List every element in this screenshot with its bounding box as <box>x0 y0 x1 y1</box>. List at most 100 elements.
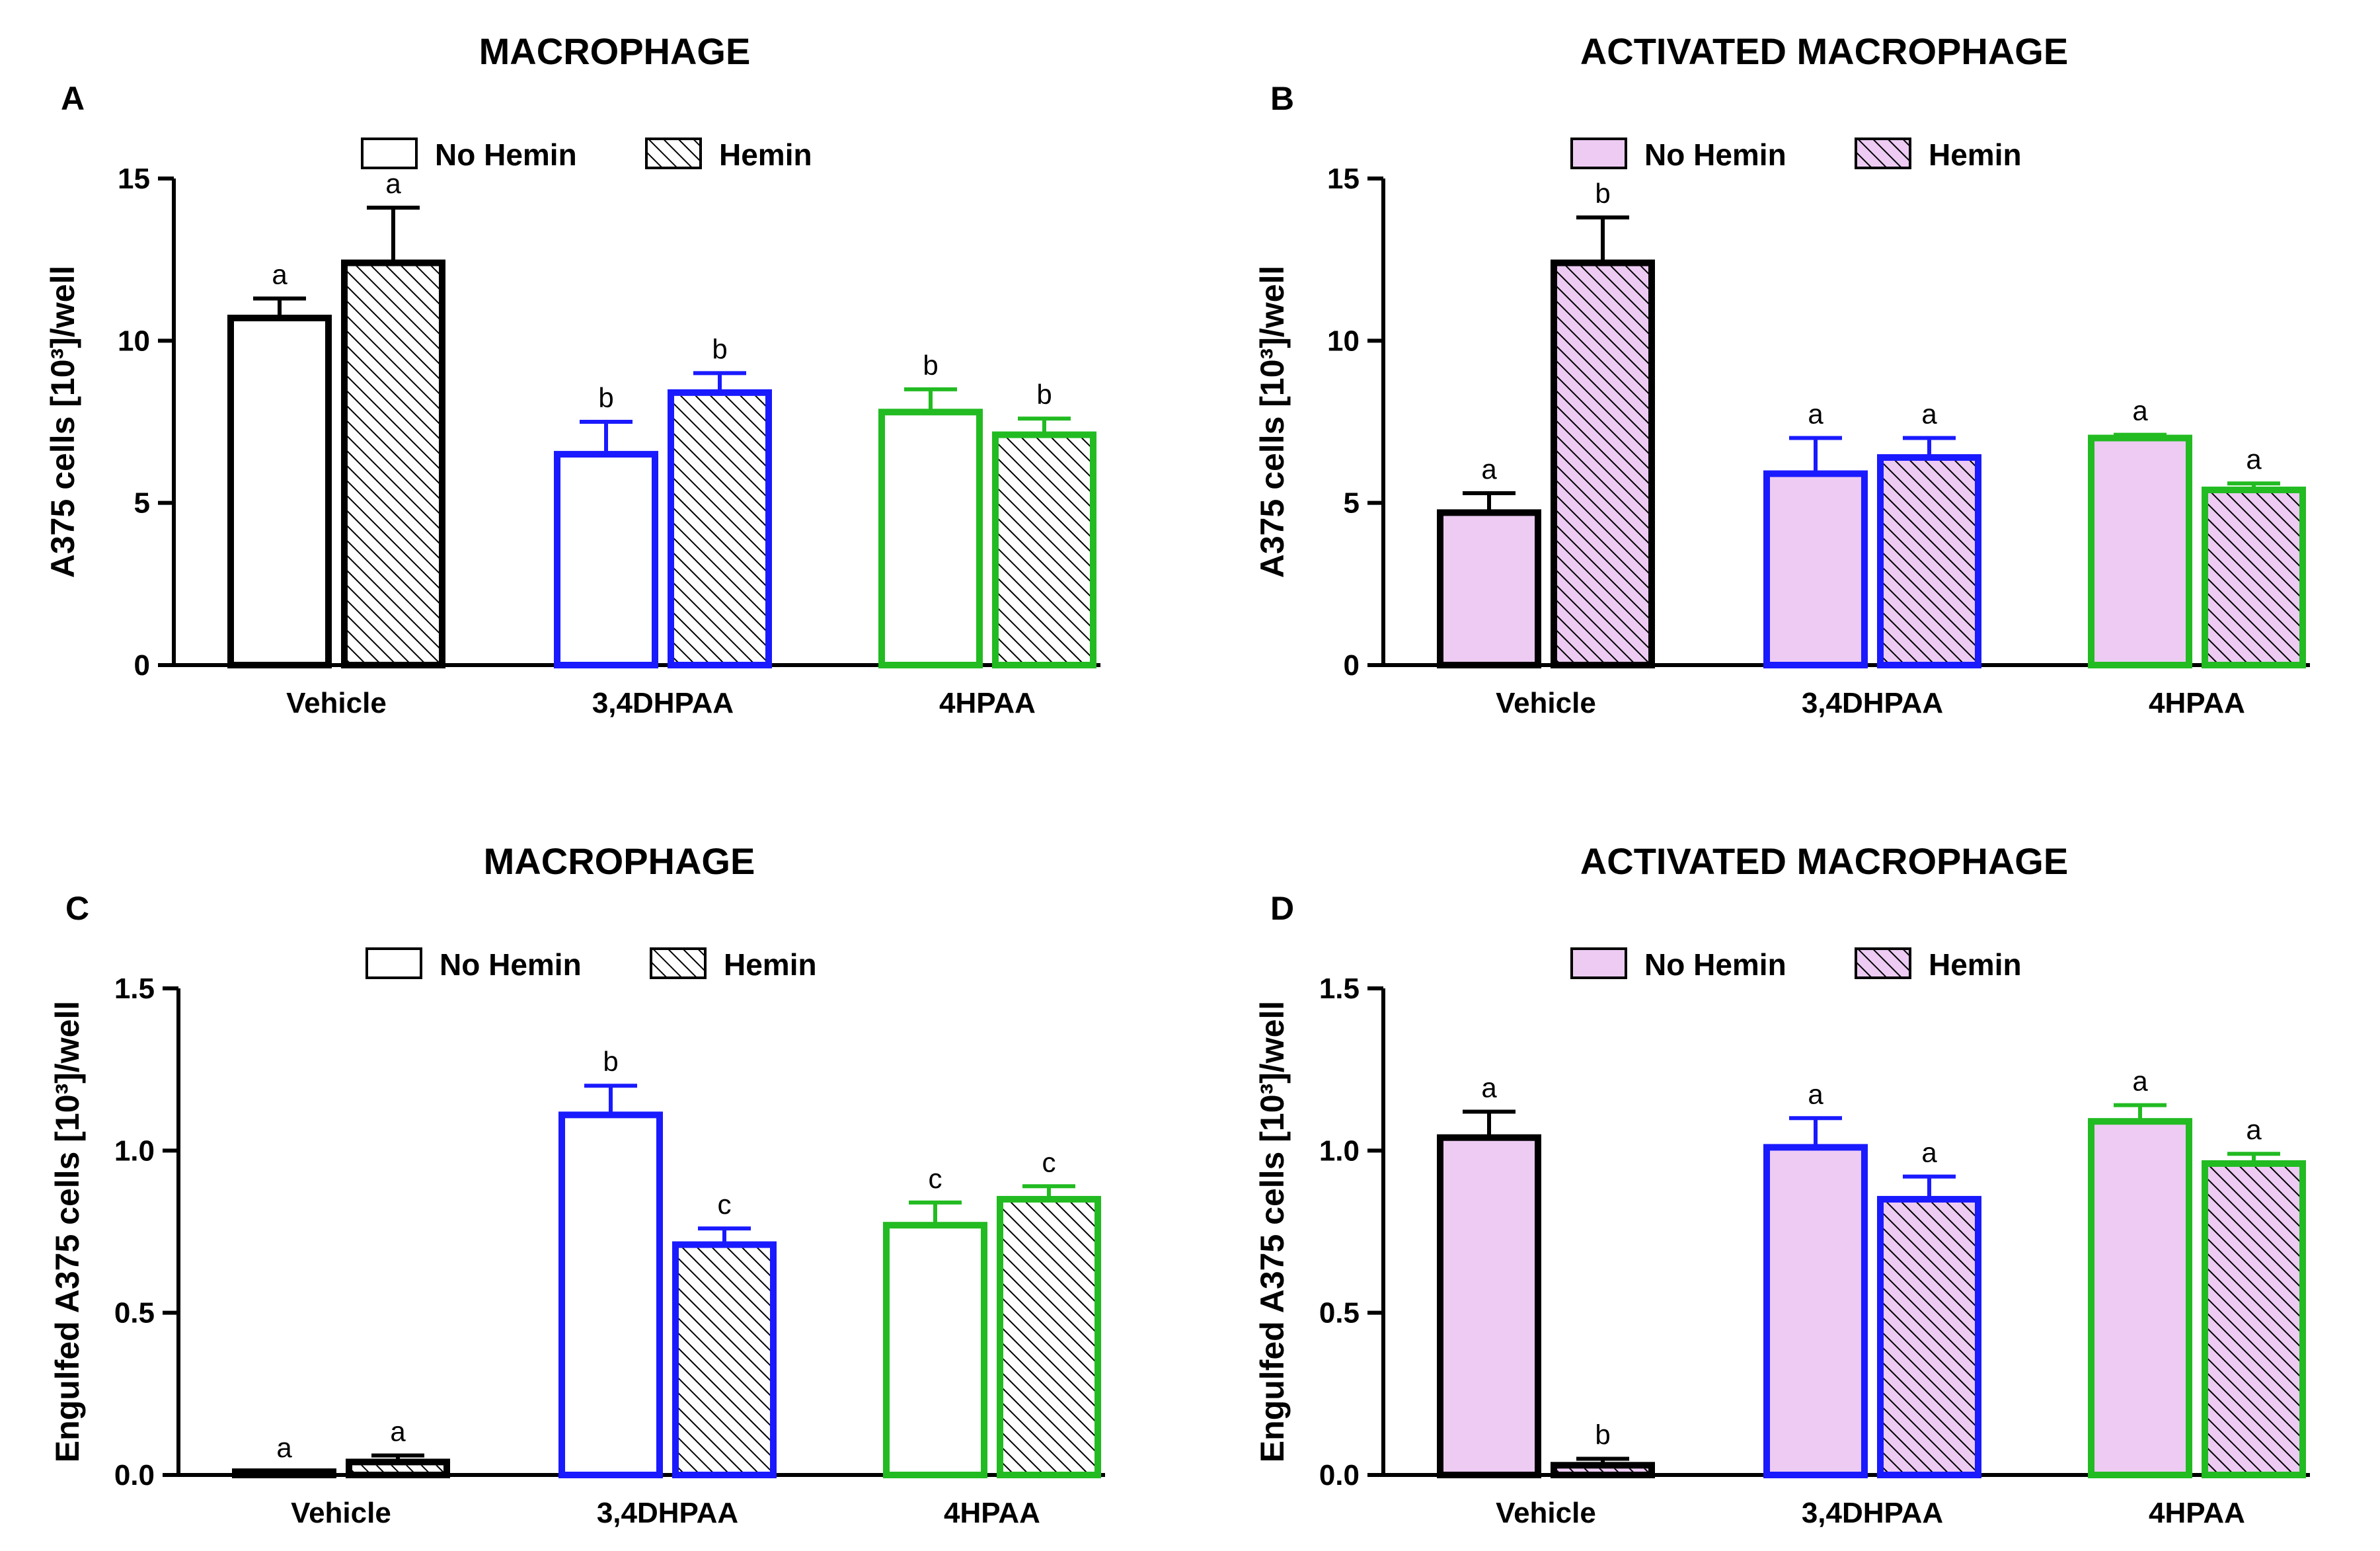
bar-hatch <box>348 266 439 662</box>
bar-no-hemin <box>554 451 658 668</box>
legend-label: Hemin <box>1929 947 2022 982</box>
bar-no-hemin <box>227 314 332 668</box>
panel-title: MACROPHAGE <box>484 840 755 882</box>
panel-letter: A <box>61 80 85 117</box>
legend-swatch <box>1570 138 1627 169</box>
y-tick-label: 0.0 <box>114 1459 155 1491</box>
category-label: 4HPAA <box>944 1497 1040 1529</box>
category-label: Vehicle <box>1496 687 1596 719</box>
y-tick-label: 15 <box>1327 163 1360 195</box>
y-tick-label: 0.5 <box>114 1297 155 1330</box>
legend-label: Hemin <box>719 138 812 172</box>
bar-hatch <box>2208 1166 2299 1472</box>
legend-label: No Hemin <box>1644 138 1786 172</box>
bar-no-hemin <box>558 1111 663 1478</box>
y-axis-label: A375 cells [10³]/well <box>44 266 81 578</box>
legend-label: No Hemin <box>1644 947 1786 982</box>
significance-label: b <box>1595 178 1610 209</box>
significance-label: b <box>1036 379 1052 410</box>
category-label: 3,4DHPAA <box>1802 687 1943 719</box>
category-label: Vehicle <box>291 1497 391 1529</box>
bar-no-hemin <box>878 409 983 669</box>
significance-label: b <box>923 350 938 381</box>
significance-label: c <box>718 1189 732 1220</box>
significance-label: a <box>1921 1137 1937 1168</box>
category-label: 4HPAA <box>939 687 1036 719</box>
bar-hatch <box>679 1248 770 1472</box>
legend-label: No Hemin <box>435 138 577 172</box>
bar-no-hemin <box>1437 1134 1541 1478</box>
y-tick-label: 1.5 <box>1319 973 1360 1005</box>
y-tick-label: 5 <box>134 487 150 520</box>
y-axis-label: Engulfed A375 cells [10³]/well <box>1254 1001 1291 1462</box>
significance-label: b <box>712 333 727 364</box>
panel-title: ACTIVATED MACROPHAGE <box>1580 30 2068 72</box>
bar-hatch <box>1003 1202 1094 1472</box>
y-tick-label: 1.0 <box>114 1134 155 1167</box>
legend-swatch <box>361 138 418 169</box>
significance-label: a <box>1808 399 1823 430</box>
legend-swatch <box>1570 947 1627 979</box>
y-tick-label: 0.5 <box>1319 1297 1360 1330</box>
bar-no-hemin <box>2088 1118 2192 1478</box>
bar-hatch <box>1557 1468 1648 1472</box>
panel-letter: C <box>65 890 89 927</box>
significance-label: a <box>1481 454 1497 485</box>
significance-label: b <box>1595 1419 1610 1450</box>
bar-no-hemin <box>1763 1144 1868 1478</box>
category-label: 3,4DHPAA <box>597 1497 738 1529</box>
legend-swatch-hatch <box>650 947 707 979</box>
significance-label: b <box>603 1046 618 1077</box>
category-label: 3,4DHPAA <box>1802 1497 1943 1529</box>
category-label: 4HPAA <box>2149 1497 2245 1529</box>
bar-hatch <box>352 1465 443 1472</box>
significance-label: a <box>2246 1114 2262 1145</box>
y-tick-label: 15 <box>118 163 150 195</box>
y-tick-label: 1.5 <box>114 973 155 1005</box>
bar-no-hemin <box>2088 434 2192 668</box>
panel-b: ACTIVATED MACROPHAGE B A375 cells [10³]/we… <box>1254 30 2310 719</box>
legend-label: Hemin <box>724 947 817 982</box>
significance-label: a <box>2246 444 2262 475</box>
y-tick-label: 0 <box>1344 649 1360 682</box>
legend-swatch <box>365 947 422 979</box>
y-axis-label: Engulfed A375 cells [10³]/well <box>49 1001 86 1462</box>
bar-hatch <box>1557 266 1648 662</box>
significance-label: a <box>1921 399 1937 430</box>
panel-d: ACTIVATED MACROPHAGE D Engulfed A375 cells… <box>1254 840 2310 1529</box>
panel-a: MACROPHAGE A A375 cells [10³]/well 0 5 10 15 No… <box>44 30 1100 719</box>
bar-hatch <box>1884 460 1975 662</box>
panel-title: MACROPHAGE <box>479 30 751 72</box>
panel-letter: D <box>1270 890 1294 927</box>
significance-label: a <box>1481 1072 1497 1103</box>
significance-label: a <box>272 259 288 290</box>
significance-label: a <box>390 1416 406 1447</box>
legend-swatch-hatch <box>1855 947 1911 979</box>
category-label: 4HPAA <box>2149 687 2245 719</box>
significance-label: a <box>2132 1066 2148 1097</box>
panel-title: ACTIVATED MACROPHAGE <box>1580 840 2068 882</box>
category-label: 3,4DHPAA <box>592 687 734 719</box>
y-tick-label: 0 <box>134 649 150 682</box>
significance-label: a <box>276 1432 292 1463</box>
panels-group: MACROPHAGE A A375 cells [10³]/well 0 5 10 15 No… <box>44 30 2310 1529</box>
legend-swatch-hatch <box>645 138 702 169</box>
y-tick-label: 10 <box>1327 325 1360 357</box>
category-label: Vehicle <box>286 687 387 719</box>
bar-hatch <box>674 395 765 662</box>
legend-label: Hemin <box>1929 138 2022 172</box>
category-label: Vehicle <box>1496 1497 1596 1529</box>
bar-no-hemin <box>1763 470 1868 668</box>
y-tick-label: 0.0 <box>1319 1459 1360 1491</box>
significance-label: b <box>598 382 613 413</box>
bar-no-hemin <box>1437 509 1541 668</box>
bar-hatch <box>1884 1202 1975 1472</box>
panel-c: MACROPHAGE C Engulfed A375 cells [10³]/wel… <box>49 840 1105 1529</box>
y-tick-label: 1.0 <box>1319 1134 1360 1167</box>
bar-hatch <box>999 438 1090 662</box>
significance-label: a <box>1808 1078 1823 1109</box>
legend-label: No Hemin <box>440 947 582 982</box>
significance-label: c <box>929 1163 942 1194</box>
panel-letter: B <box>1270 80 1294 117</box>
